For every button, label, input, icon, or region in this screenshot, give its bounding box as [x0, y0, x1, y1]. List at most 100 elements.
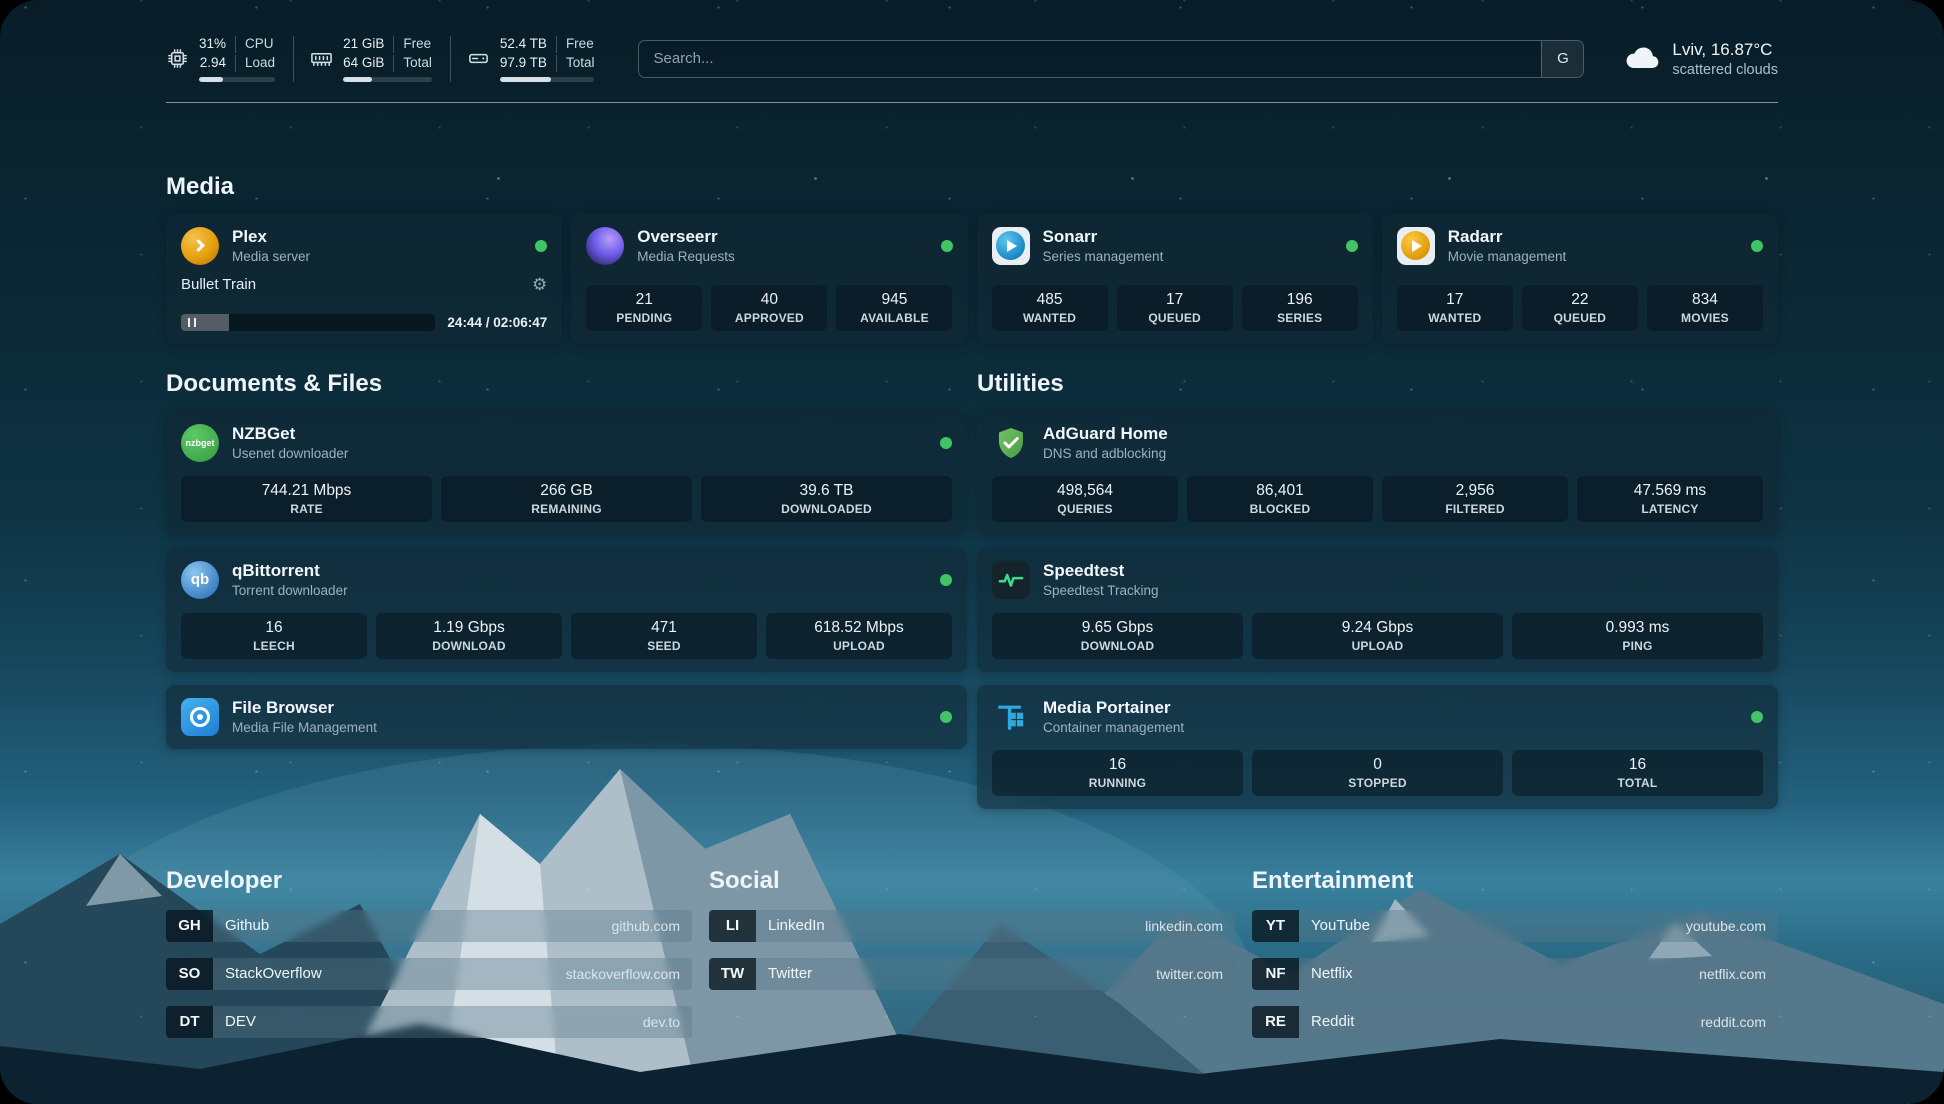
stat-downloaded: 39.6 TB DOWNLOADED	[701, 475, 952, 522]
bookmark-youtube[interactable]: YT YouTube youtube.com	[1252, 909, 1778, 942]
stat-ping: 0.993 ms PING	[1512, 612, 1763, 659]
ram-icon	[310, 47, 333, 70]
cpu-metric-body: 31% CPU 2.94 Load	[199, 36, 276, 82]
bookmarks-social: Social LI LinkedIn linkedin.com TW Twitt…	[709, 867, 1235, 1038]
playback-progress-bar[interactable]	[181, 313, 436, 331]
overseerr-icon	[586, 226, 625, 265]
weather-location: Lviv, 16.87°C	[1672, 39, 1773, 59]
stat-leech: 16 LEECH	[181, 612, 367, 659]
bookmarks-title-entertainment: Entertainment	[1252, 866, 1414, 894]
bookmark-github[interactable]: GH Github github.com	[166, 909, 692, 942]
bookmark-name: Reddit	[1311, 1013, 1355, 1031]
stat-blocked: 86,401 BLOCKED	[1187, 475, 1373, 522]
top-bar: 31% CPU 2.94 Load	[166, 36, 1778, 82]
disk-metric-body: 52.4 TB Free 97.9 TB Total	[499, 36, 595, 82]
app-card-portainer[interactable]: Media Portainer Container management 16 …	[977, 684, 1778, 809]
search-bar: G	[638, 39, 1585, 78]
bookmark-domain: stackoverflow.com	[565, 965, 680, 982]
section-media: Media Plex Media server Bullet Train	[166, 173, 1778, 344]
bookmark-name: DEV	[225, 1013, 256, 1031]
cpu-usage-value: 31%	[199, 36, 227, 51]
stat-queued: 17 QUEUED	[1116, 284, 1233, 331]
status-dot-qbittorrent	[940, 573, 952, 586]
ram-progress-bar	[343, 76, 432, 82]
pause-icon[interactable]	[188, 317, 196, 327]
app-subtitle-filebrowser: Media File Management	[232, 720, 377, 736]
bookmark-netflix[interactable]: NF Netflix netflix.com	[1252, 957, 1778, 990]
stat-filtered: 2,956 FILTERED	[1382, 475, 1568, 522]
app-subtitle-overseerr: Media Requests	[637, 249, 735, 265]
app-name-radarr: Radarr	[1447, 227, 1503, 247]
app-card-speedtest[interactable]: Speedtest Speedtest Tracking 9.65 Gbps D…	[977, 547, 1778, 672]
cpu-usage-label: CPU	[235, 36, 275, 53]
settings-gear-icon[interactable]: ⚙	[532, 274, 548, 294]
section-title-documents: Documents & Files	[166, 369, 383, 397]
stat-pending: 21 PENDING	[586, 284, 703, 331]
status-dot-radarr	[1751, 239, 1763, 252]
app-card-qbittorrent[interactable]: qb qBittorrent Torrent downloader 16 LEE…	[166, 547, 967, 672]
bookmark-abbr: NF	[1252, 957, 1299, 990]
bookmark-reddit[interactable]: RE Reddit reddit.com	[1252, 1005, 1778, 1038]
app-card-sonarr[interactable]: Sonarr Series management 485 WANTED 17 Q…	[976, 213, 1373, 344]
bookmark-dev[interactable]: DT DEV dev.to	[166, 1005, 692, 1038]
bookmark-stackoverflow[interactable]: SO StackOverflow stackoverflow.com	[166, 957, 692, 990]
app-card-overseerr[interactable]: Overseerr Media Requests 21 PENDING 40 A…	[571, 213, 968, 344]
disk-total-value: 97.9 TB	[499, 54, 547, 70]
stat-available: 945 AVAILABLE	[836, 284, 953, 331]
stat-total: 16 TOTAL	[1512, 749, 1763, 796]
app-card-adguard[interactable]: AdGuard Home DNS and adblocking 498,564 …	[977, 410, 1778, 535]
app-name-speedtest: Speedtest	[1043, 561, 1125, 581]
app-subtitle-nzbget: Usenet downloader	[232, 446, 349, 462]
stat-series: 196 SERIES	[1241, 284, 1358, 331]
stat-wanted: 17 WANTED	[1396, 284, 1513, 331]
app-name-nzbget: NZBGet	[232, 424, 296, 444]
stat-seed: 471 SEED	[571, 612, 757, 659]
cpu-icon	[166, 47, 189, 70]
ram-total-label: Total	[393, 54, 432, 72]
ram-total-value: 64 GiB	[343, 54, 385, 70]
weather-condition: scattered clouds	[1672, 61, 1778, 78]
ram-metric-body: 21 GiB Free 64 GiB Total	[343, 36, 432, 82]
disk-progress-bar	[499, 76, 595, 82]
bookmark-domain: linkedin.com	[1145, 917, 1223, 934]
filebrowser-icon	[181, 697, 219, 736]
bookmarks-entertainment: Entertainment YT YouTube youtube.com NF …	[1252, 867, 1778, 1038]
header-divider	[166, 101, 1778, 103]
status-dot-plex	[535, 239, 548, 252]
bookmarks-title-social: Social	[709, 866, 780, 894]
app-name-qbittorrent: qBittorrent	[232, 561, 320, 581]
section-title-utilities: Utilities	[977, 369, 1064, 397]
stat-remaining: 266 GB REMAINING	[441, 475, 692, 522]
bookmark-name: Netflix	[1311, 965, 1353, 983]
plex-player: 24:44 / 02:06:47	[181, 313, 547, 331]
app-card-filebrowser[interactable]: File Browser Media File Management	[166, 684, 967, 749]
status-dot-sonarr	[1345, 239, 1358, 252]
search-provider-button[interactable]: G	[1541, 40, 1584, 77]
stat-upload: 618.52 Mbps UPLOAD	[766, 612, 952, 659]
radarr-icon	[1396, 226, 1435, 265]
app-name-portainer: Media Portainer	[1043, 698, 1171, 718]
app-card-nzbget[interactable]: nzbget NZBGet Usenet downloader 744.21 M…	[166, 410, 967, 535]
bookmark-name: YouTube	[1311, 917, 1370, 935]
app-subtitle-qbittorrent: Torrent downloader	[232, 583, 348, 599]
section-utilities: Utilities	[977, 370, 1778, 809]
app-subtitle-adguard: DNS and adblocking	[1043, 446, 1167, 462]
section-documents: Documents & Files nzbget NZBGet Usenet d…	[166, 370, 967, 749]
bookmark-domain: github.com	[611, 917, 680, 934]
app-name-adguard: AdGuard Home	[1043, 424, 1168, 444]
bookmark-twitter[interactable]: TW Twitter twitter.com	[709, 957, 1235, 990]
ram-free-value: 21 GiB	[343, 36, 385, 51]
cpu-metric: 31% CPU 2.94 Load	[166, 36, 295, 82]
search-input[interactable]	[639, 40, 1542, 77]
stat-latency: 47.569 ms LATENCY	[1577, 475, 1763, 522]
app-card-plex[interactable]: Plex Media server Bullet Train ⚙	[166, 213, 563, 344]
disk-metric: 52.4 TB Free 97.9 TB Total	[467, 36, 613, 82]
cpu-load-value: 2.94	[199, 54, 227, 70]
disk-icon	[467, 47, 490, 70]
bookmark-linkedin[interactable]: LI LinkedIn linkedin.com	[709, 909, 1235, 942]
status-dot-nzbget	[940, 436, 952, 449]
app-card-radarr[interactable]: Radarr Movie management 17 WANTED 22 QUE…	[1381, 213, 1778, 344]
bookmark-name: StackOverflow	[225, 965, 322, 983]
stat-wanted: 485 WANTED	[991, 284, 1108, 331]
